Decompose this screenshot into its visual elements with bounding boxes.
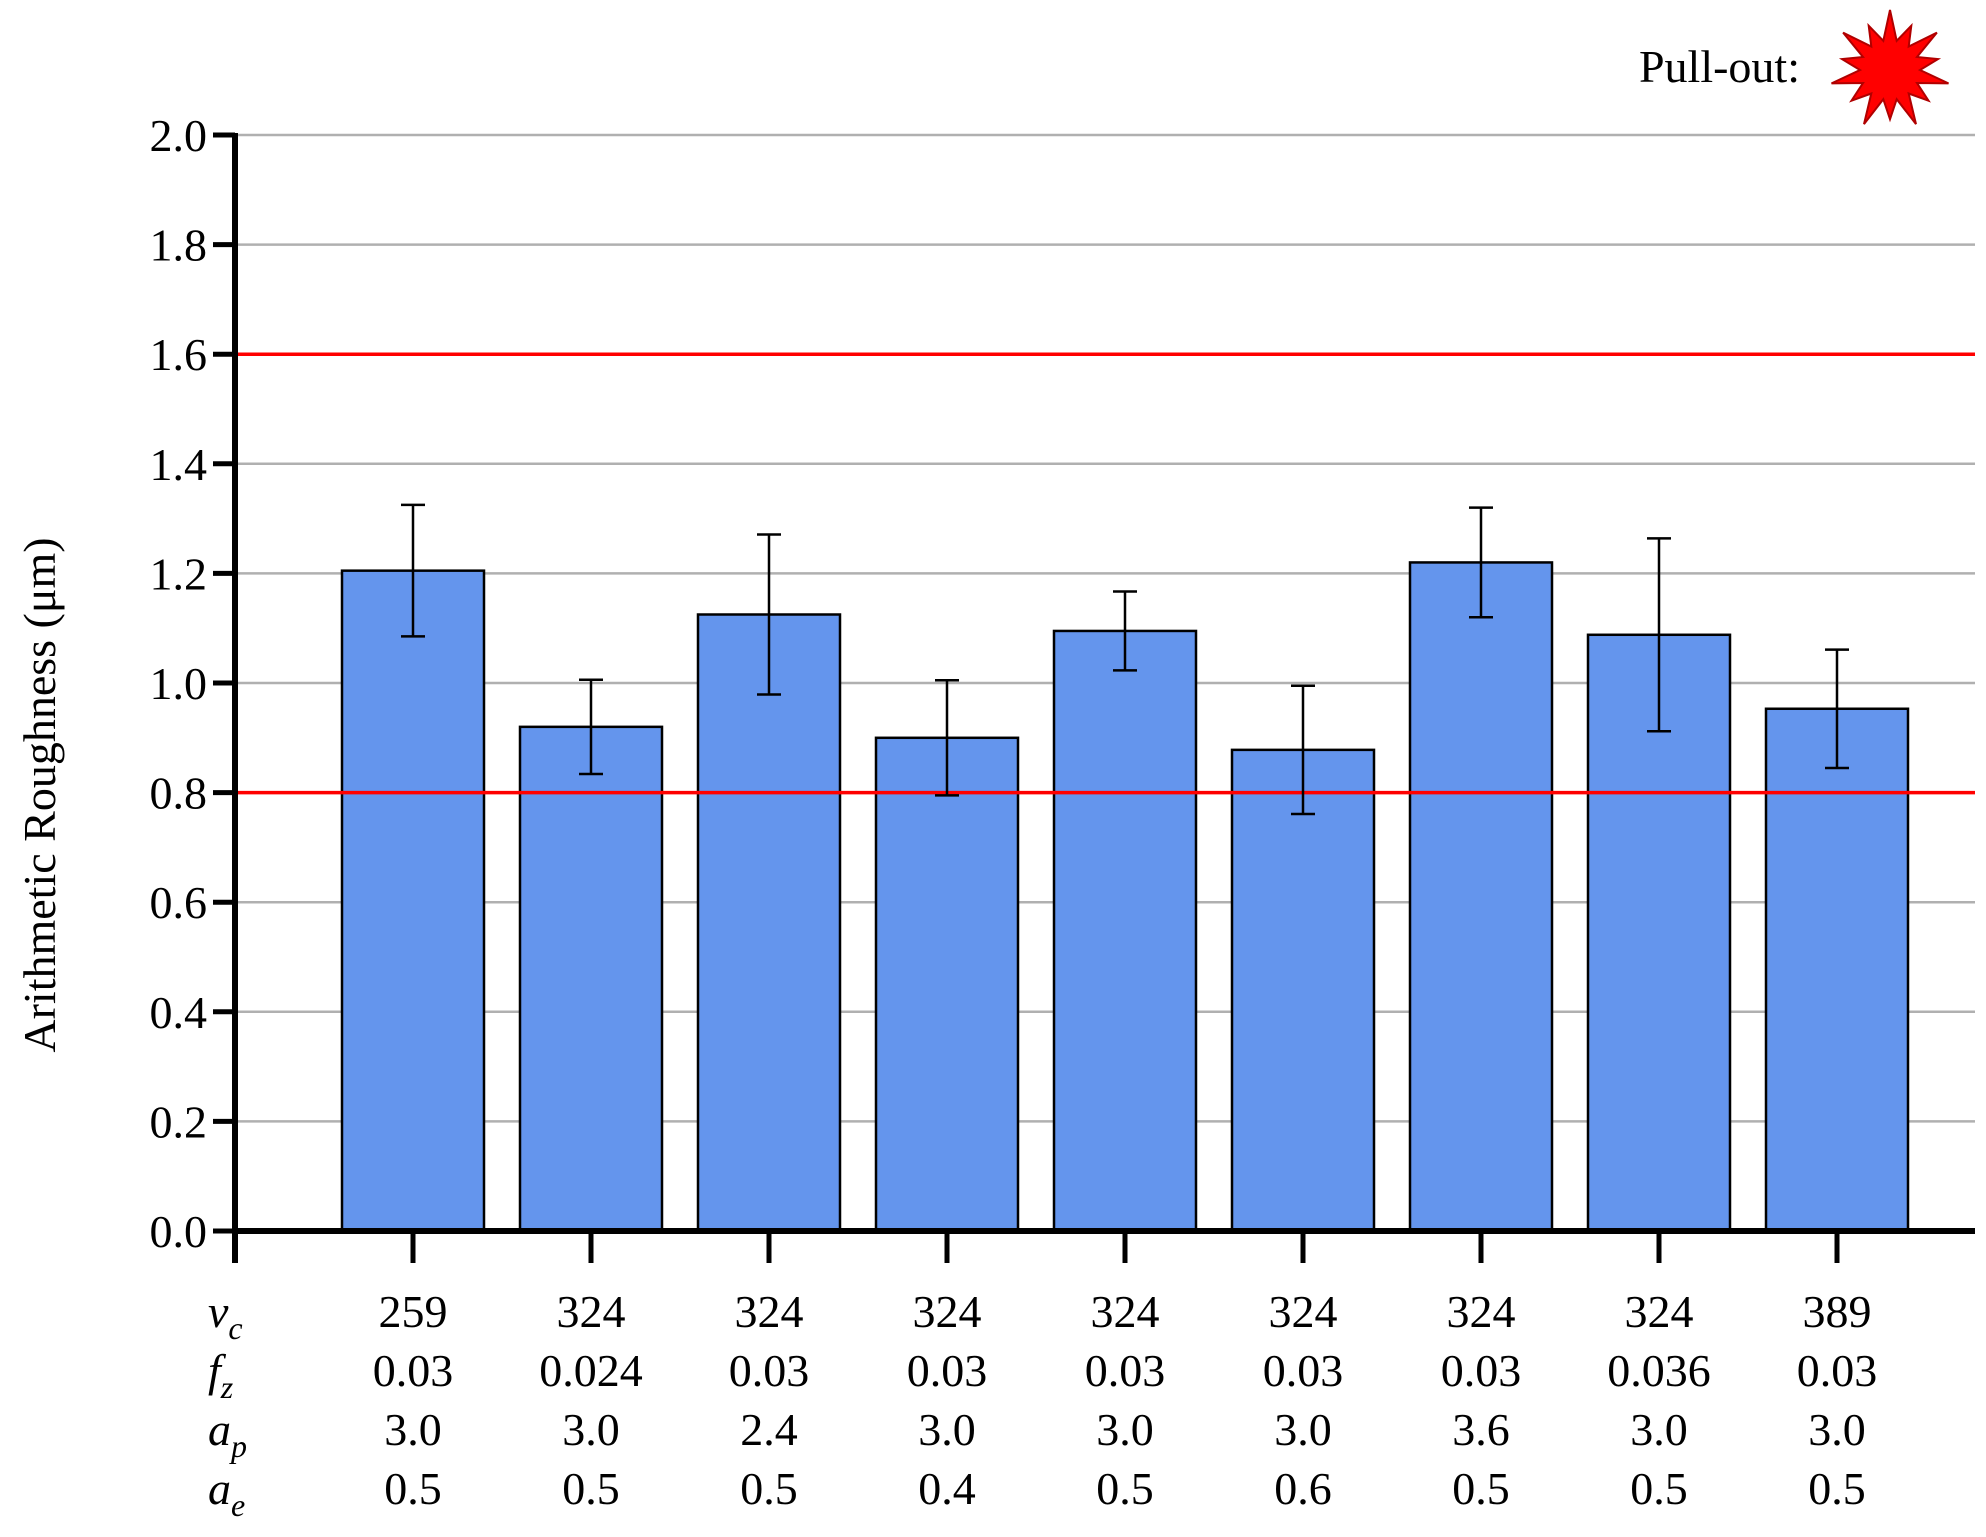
axes [213, 132, 1975, 1263]
parameter-row-label: ap [208, 1404, 247, 1464]
y-tick-label: 0.4 [150, 987, 208, 1038]
parameter-row-label: ae [208, 1463, 245, 1523]
parameter-value: 0.5 [1808, 1463, 1866, 1514]
bar [1052, 629, 1198, 1233]
parameter-value: 0.5 [562, 1463, 620, 1514]
parameter-value: 0.03 [1441, 1345, 1522, 1396]
parameter-value: 3.0 [562, 1404, 620, 1455]
parameter-table: vc 259 324 324 324 324 324 324 324 389 fz 0.03 0.024… [208, 1286, 1877, 1523]
parameter-row-label: fz [208, 1345, 234, 1405]
parameter-value: 0.5 [1452, 1463, 1510, 1514]
y-tick-label: 2.0 [150, 110, 208, 161]
parameter-value: 3.0 [1808, 1404, 1866, 1455]
bar [1586, 633, 1732, 1233]
reference-lines [235, 352, 1975, 795]
parameter-value: 0.03 [373, 1345, 454, 1396]
y-tick-label: 0.2 [150, 1096, 208, 1147]
parameter-value: 324 [1091, 1286, 1160, 1337]
y-tick-label: 1.6 [150, 329, 208, 380]
parameter-value: 324 [735, 1286, 804, 1337]
bar [696, 613, 842, 1233]
parameter-value: 0.4 [918, 1463, 976, 1514]
parameter-value: 324 [557, 1286, 626, 1337]
parameter-value: 0.024 [539, 1345, 643, 1396]
parameter-value: 0.03 [1797, 1345, 1878, 1396]
parameter-value: 0.6 [1274, 1463, 1332, 1514]
bar [1230, 748, 1376, 1233]
parameter-value: 3.0 [1630, 1404, 1688, 1455]
y-tick-label: 1.2 [150, 548, 208, 599]
parameter-value: 324 [1625, 1286, 1694, 1337]
parameter-value: 324 [1447, 1286, 1516, 1337]
bar [1764, 707, 1910, 1233]
y-tick-label: 1.8 [150, 220, 208, 271]
parameter-value: 0.03 [1263, 1345, 1344, 1396]
parameter-value: 324 [913, 1286, 982, 1337]
pull-out-legend-label: Pull-out: [1639, 41, 1800, 92]
y-tick-labels: 0.0 0.2 0.4 0.6 0.8 1.0 1.2 1.4 1.6 1.8 2.0 [150, 110, 208, 1257]
error-bars [401, 503, 1849, 816]
bar [1408, 561, 1554, 1233]
parameter-value: 324 [1269, 1286, 1338, 1337]
bar [874, 736, 1020, 1233]
parameter-value: 0.03 [1085, 1345, 1166, 1396]
bar [518, 725, 664, 1233]
y-tick-label: 1.0 [150, 658, 208, 709]
parameter-value: 0.03 [729, 1345, 810, 1396]
parameter-value: 3.6 [1452, 1404, 1510, 1455]
y-tick-label: 0.0 [150, 1206, 208, 1257]
parameter-value: 0.5 [384, 1463, 442, 1514]
parameter-value: 259 [379, 1286, 448, 1337]
parameter-value: 3.0 [384, 1404, 442, 1455]
parameter-value: 3.0 [918, 1404, 976, 1455]
parameter-value: 0.036 [1607, 1345, 1711, 1396]
parameter-value: 3.0 [1274, 1404, 1332, 1455]
parameter-value: 389 [1803, 1286, 1872, 1337]
y-tick-label: 0.8 [150, 768, 208, 819]
y-axis-label: Arithmetic Roughness (μm) [14, 537, 65, 1052]
y-tick-label: 1.4 [150, 439, 208, 490]
parameter-value: 2.4 [740, 1404, 798, 1455]
parameter-row-label: vc [208, 1286, 243, 1346]
y-tick-label: 0.6 [150, 877, 208, 928]
pull-out-legend: Pull-out: [1639, 9, 1949, 125]
bar [340, 569, 486, 1233]
parameter-value: 0.03 [907, 1345, 988, 1396]
parameter-value: 0.5 [740, 1463, 798, 1514]
parameter-value: 3.0 [1096, 1404, 1154, 1455]
pull-out-starburst-icon [1831, 9, 1949, 125]
parameter-value: 0.5 [1096, 1463, 1154, 1514]
parameter-value: 0.5 [1630, 1463, 1688, 1514]
